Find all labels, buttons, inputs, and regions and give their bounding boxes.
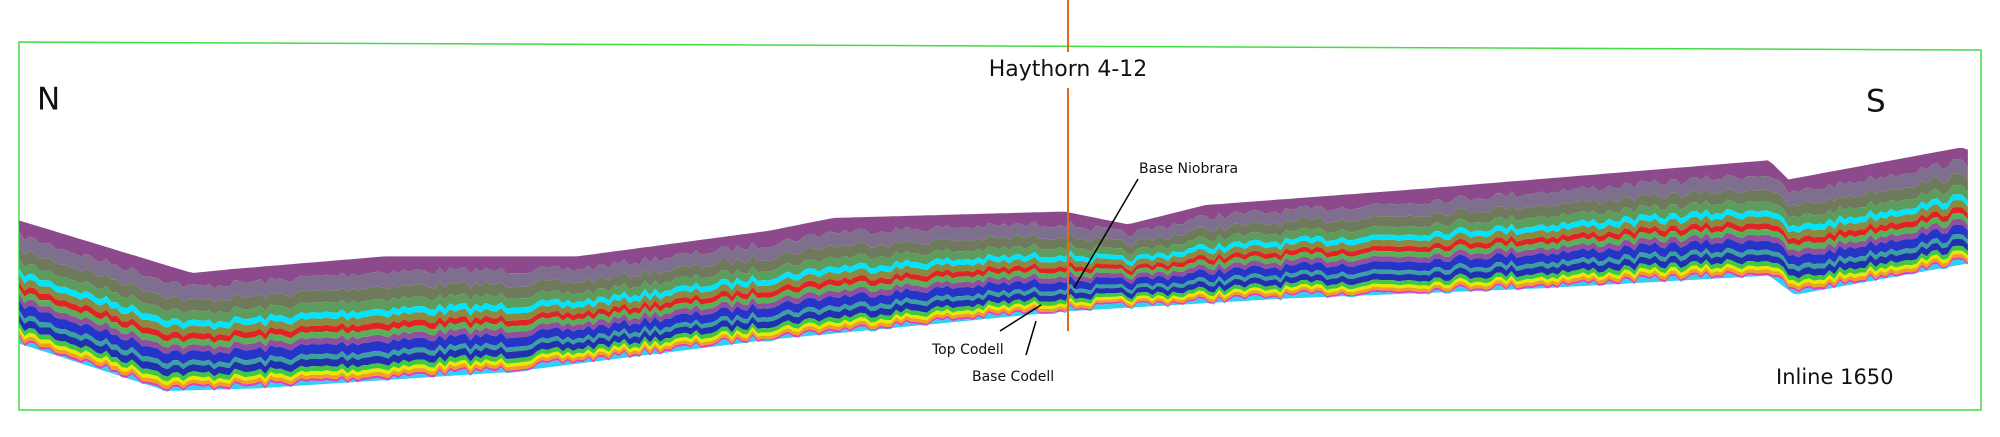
layer-band	[19, 147, 1968, 289]
horizon-label: Base Codell	[972, 369, 1054, 385]
layer-band	[19, 238, 1968, 377]
leader-line	[1025, 320, 1037, 356]
layer-band	[19, 250, 1968, 386]
seismic-layers	[19, 147, 1968, 392]
leader-line	[999, 304, 1042, 332]
layer-band	[19, 173, 1968, 315]
frame	[18, 41, 1982, 411]
well-label-bg	[985, 52, 1151, 88]
horizon-label: Top Codell	[931, 342, 1004, 358]
layer-band	[19, 159, 1968, 303]
leader-line	[1073, 178, 1139, 289]
layer-band	[19, 253, 1968, 390]
horizon-label: Base Niobrara	[1139, 161, 1238, 177]
layer-band	[19, 245, 1968, 382]
inline-label: Inline 1650	[1776, 365, 1894, 389]
layer-band	[19, 184, 1968, 325]
north-label: N	[37, 82, 60, 118]
layer-band	[19, 234, 1968, 370]
well-label: Haythorn 4-12	[989, 57, 1148, 82]
south-label: S	[1866, 84, 1886, 120]
layer-band	[19, 224, 1968, 365]
